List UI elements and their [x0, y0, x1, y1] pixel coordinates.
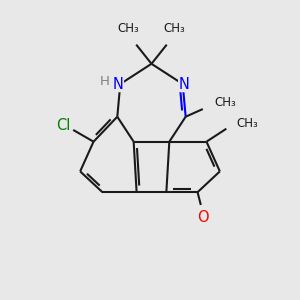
Text: CH₃: CH₃	[236, 117, 258, 130]
Text: CH₃: CH₃	[164, 22, 185, 35]
Text: CH₃: CH₃	[214, 96, 236, 109]
Text: O: O	[197, 210, 209, 225]
Text: H: H	[100, 75, 110, 88]
Text: N: N	[112, 76, 123, 92]
Text: CH₃: CH₃	[118, 22, 140, 35]
Text: Cl: Cl	[56, 118, 70, 133]
Text: N: N	[179, 76, 190, 92]
